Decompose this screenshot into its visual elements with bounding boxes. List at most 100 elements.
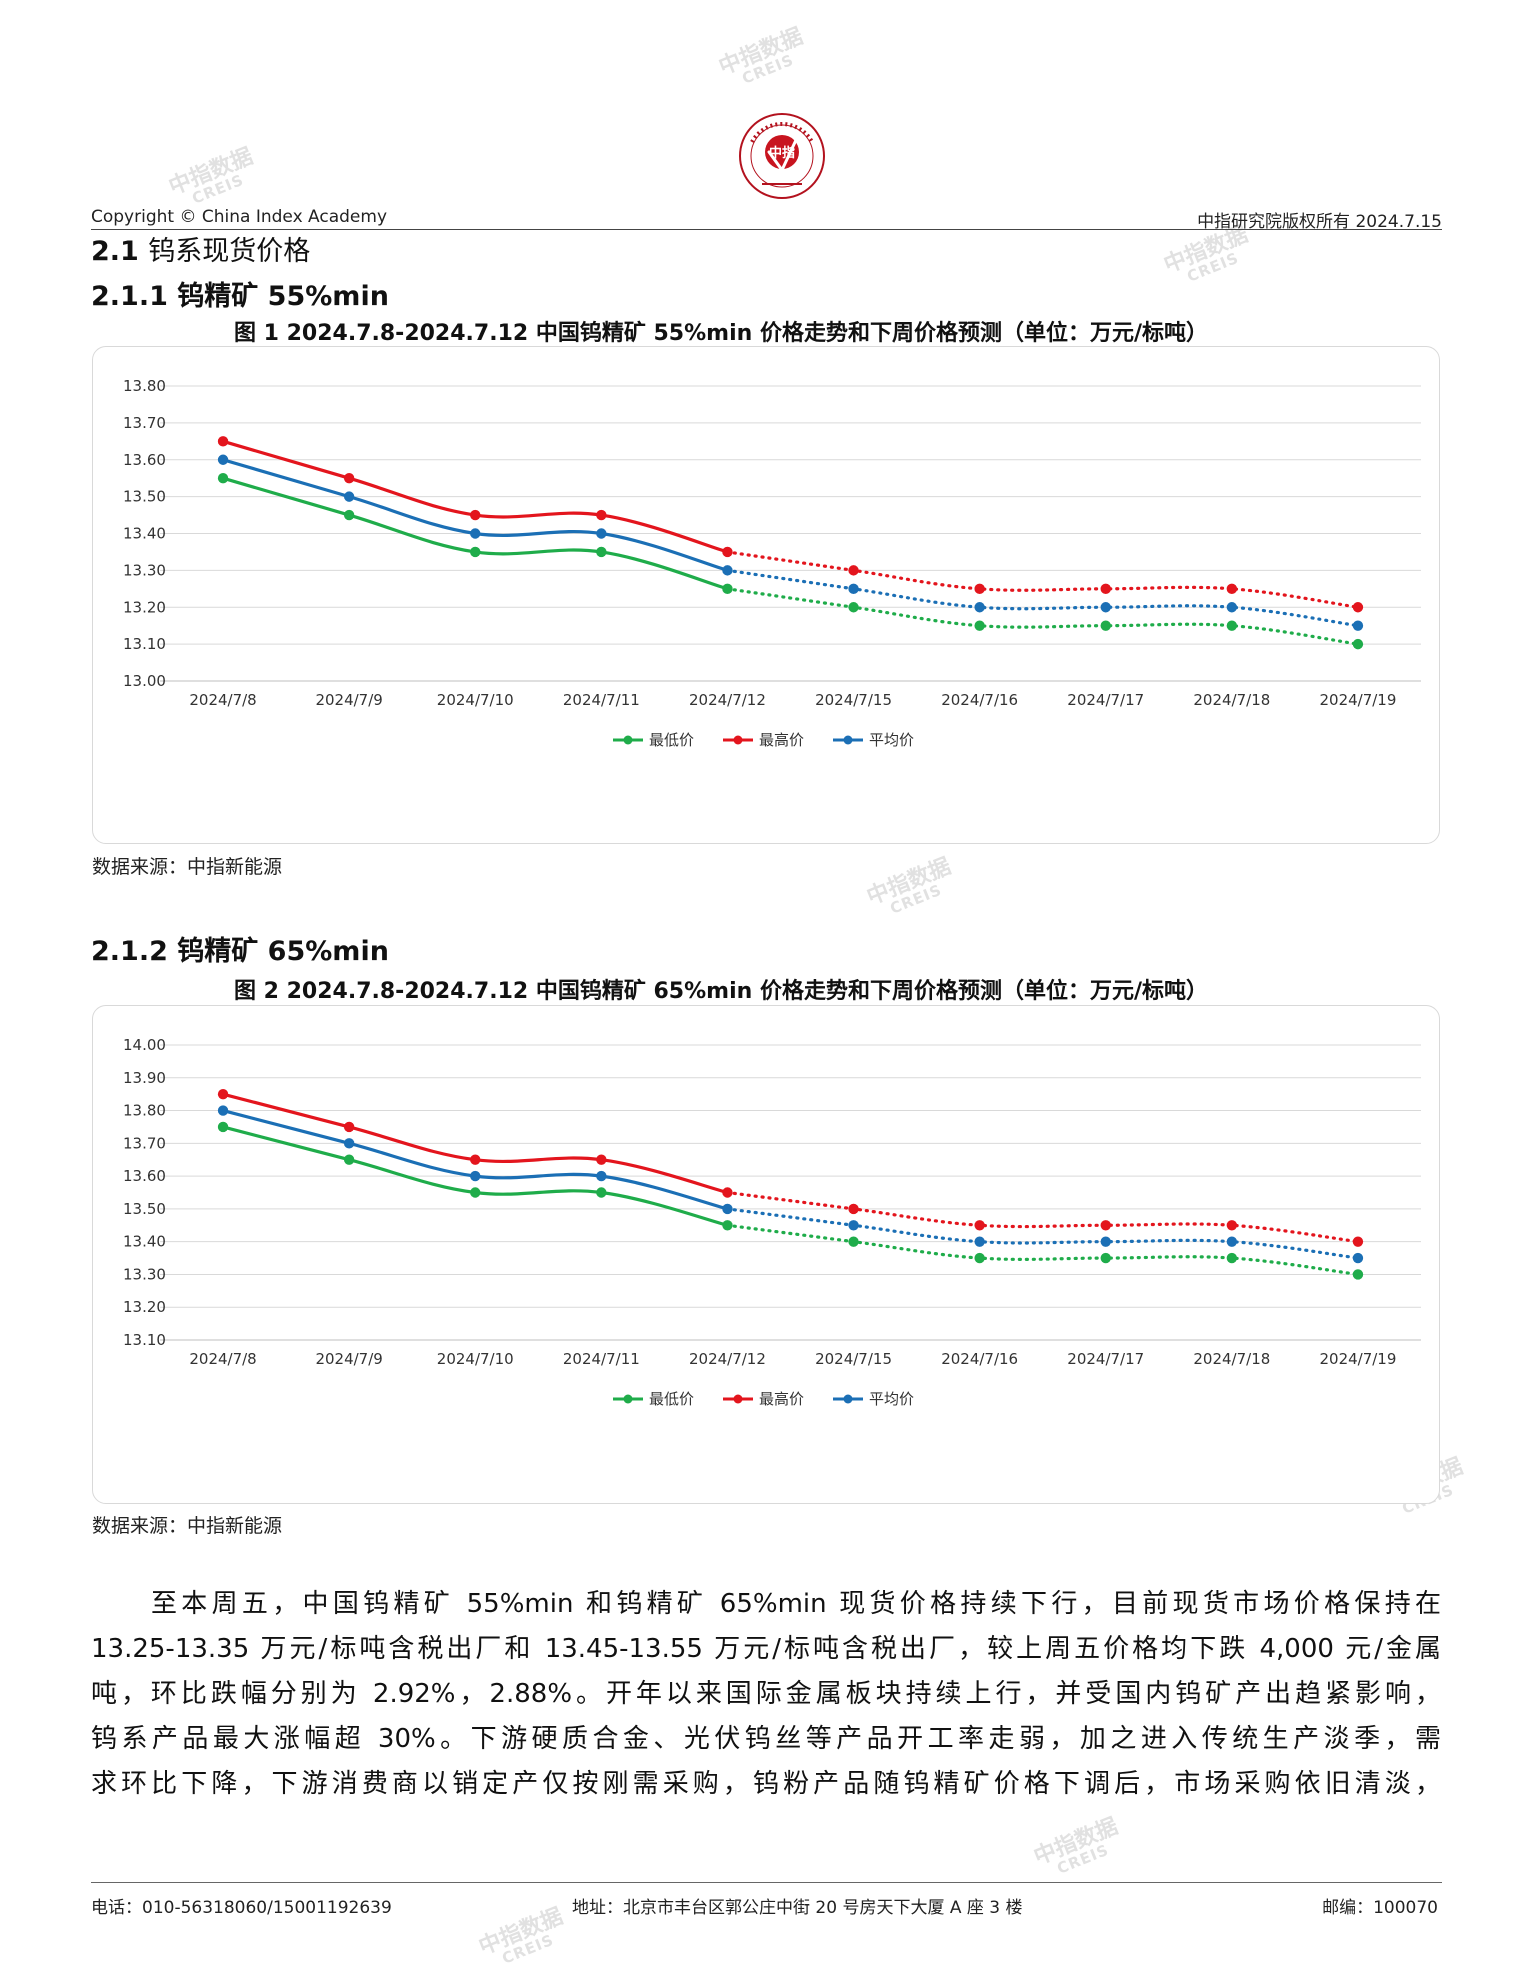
- y-tick-label: 13.30: [123, 1265, 166, 1283]
- data-point: [1100, 1220, 1111, 1231]
- x-tick-label: 2024/7/12: [689, 1350, 766, 1368]
- x-tick-label: 2024/7/17: [1067, 1350, 1144, 1368]
- series-line-forecast: [725, 568, 1360, 628]
- data-point: [1226, 602, 1238, 613]
- legend-label: 平均价: [869, 731, 914, 749]
- x-tick-label: 2024/7/17: [1067, 691, 1144, 709]
- data-point: [848, 1203, 859, 1215]
- data-point: [343, 1138, 355, 1149]
- data-point: [974, 1220, 985, 1231]
- data-point: [1352, 638, 1364, 650]
- data-point: [974, 583, 985, 595]
- data-point: [596, 1187, 607, 1198]
- data-point: [848, 1220, 859, 1231]
- y-tick-label: 13.00: [123, 672, 166, 690]
- section-number: 2.1: [91, 236, 139, 267]
- legend-label: 最低价: [649, 1390, 694, 1408]
- section-heading: 2.1 钨系现货价格: [91, 229, 310, 268]
- data-point: [1226, 1220, 1238, 1231]
- logo-text: 中指: [769, 145, 795, 161]
- y-tick-label: 13.70: [123, 1134, 166, 1152]
- data-point: [470, 528, 481, 539]
- data-point: [974, 1236, 985, 1247]
- data-point: [722, 1203, 733, 1215]
- data-point: [848, 602, 859, 613]
- y-tick-label: 13.30: [123, 561, 166, 579]
- data-point: [722, 583, 733, 595]
- x-tick-label: 2024/7/9: [315, 691, 382, 709]
- series-line-forecast: [725, 1223, 1360, 1277]
- subsection-number: 2.1.1: [91, 281, 168, 312]
- data-point: [470, 546, 481, 558]
- legend-marker: [733, 735, 743, 745]
- x-tick-label: 2024/7/19: [1319, 1350, 1396, 1368]
- y-tick-label: 13.40: [123, 525, 166, 543]
- legend-marker: [733, 1394, 743, 1404]
- y-tick-label: 13.60: [123, 1167, 166, 1185]
- legend-label: 最高价: [759, 1390, 804, 1408]
- data-point: [470, 1170, 481, 1182]
- series-line-forecast: [725, 1190, 1360, 1244]
- y-tick-label: 13.10: [123, 1331, 166, 1349]
- data-point: [974, 1252, 985, 1264]
- footer-phone: 电话：010-56318060/15001192639: [91, 1898, 392, 1918]
- x-tick-label: 2024/7/8: [189, 1350, 256, 1368]
- y-tick-label: 13.50: [123, 1200, 166, 1218]
- x-tick-label: 2024/7/19: [1319, 691, 1396, 709]
- data-point: [722, 1220, 733, 1231]
- data-point: [343, 1154, 355, 1165]
- x-tick-label: 2024/7/18: [1193, 691, 1270, 709]
- data-point: [1100, 583, 1111, 595]
- data-point: [343, 509, 355, 521]
- header-copyright-cn: 中指研究院版权所有 2024.7.15: [1197, 212, 1442, 232]
- x-tick-label: 2024/7/9: [315, 1350, 382, 1368]
- data-point: [343, 491, 355, 502]
- paragraph-line: 钨系产品最大涨幅超 30%。下游硬质合金、光伏钨丝等产品开工率走弱，加之进入传统…: [91, 1724, 1441, 1754]
- data-point: [470, 1154, 481, 1165]
- section-title: 钨系现货价格: [148, 236, 311, 267]
- data-point: [596, 546, 607, 558]
- x-tick-label: 2024/7/12: [689, 691, 766, 709]
- subsection-number: 2.1.2: [91, 936, 168, 967]
- data-point: [596, 528, 607, 539]
- x-tick-label: 2024/7/16: [941, 691, 1018, 709]
- data-point: [343, 1121, 355, 1133]
- data-point: [1100, 620, 1111, 631]
- data-point: [596, 1154, 607, 1165]
- legend-marker: [843, 735, 853, 745]
- chart-1-frame: 13.00 13.10 13.20 13.30 13.40 13.50 13.60 13.70…: [92, 346, 1440, 844]
- chart-1: 13.00 13.10 13.20 13.30 13.40 13.50 13.60 13.70…: [123, 377, 1421, 749]
- figure-1-title: 图 1 2024.7.8-2024.7.12 中国钨精矿 55%min 价格走势…: [234, 321, 1208, 346]
- data-point: [1352, 602, 1364, 613]
- y-tick-label: 13.70: [123, 414, 166, 432]
- y-tick-label: 13.20: [123, 1298, 166, 1316]
- footer-postcode: 邮编：100070: [1322, 1898, 1438, 1918]
- y-tick-label: 13.90: [123, 1069, 166, 1087]
- y-tick-label: 14.00: [123, 1036, 166, 1054]
- data-point: [1226, 620, 1238, 631]
- data-point: [596, 1170, 607, 1182]
- series-line-forecast: [725, 587, 1360, 646]
- data-point: [722, 1187, 733, 1198]
- y-tick-label: 13.80: [123, 377, 166, 395]
- legend-label: 平均价: [869, 1390, 914, 1408]
- paragraph-line: 吨，环比跌幅分别为 2.92%，2.88%。开年以来国际金属板块持续上行，并受国…: [91, 1679, 1441, 1709]
- data-point: [470, 509, 481, 521]
- subsection-title: 钨精矿 55%min: [177, 281, 389, 312]
- paragraph-line: 求环比下降，下游消费商以销定产仅按刚需采购，钨粉产品随钨精矿价格下调后，市场采购…: [91, 1769, 1441, 1799]
- data-point: [1100, 1252, 1111, 1264]
- data-point: [848, 1236, 859, 1247]
- data-point: [217, 472, 229, 484]
- data-point: [217, 454, 229, 465]
- data-point: [1100, 1236, 1111, 1247]
- legend-marker: [623, 735, 633, 745]
- body-paragraph: 至本周五，中国钨精矿 55%min 和钨精矿 65%min 现货价格持续下行，目…: [91, 1582, 1441, 1807]
- subsection-heading-1: 2.1.1 钨精矿 55%min: [91, 274, 389, 313]
- legend-label: 最高价: [759, 731, 804, 749]
- x-tick-label: 2024/7/8: [189, 691, 256, 709]
